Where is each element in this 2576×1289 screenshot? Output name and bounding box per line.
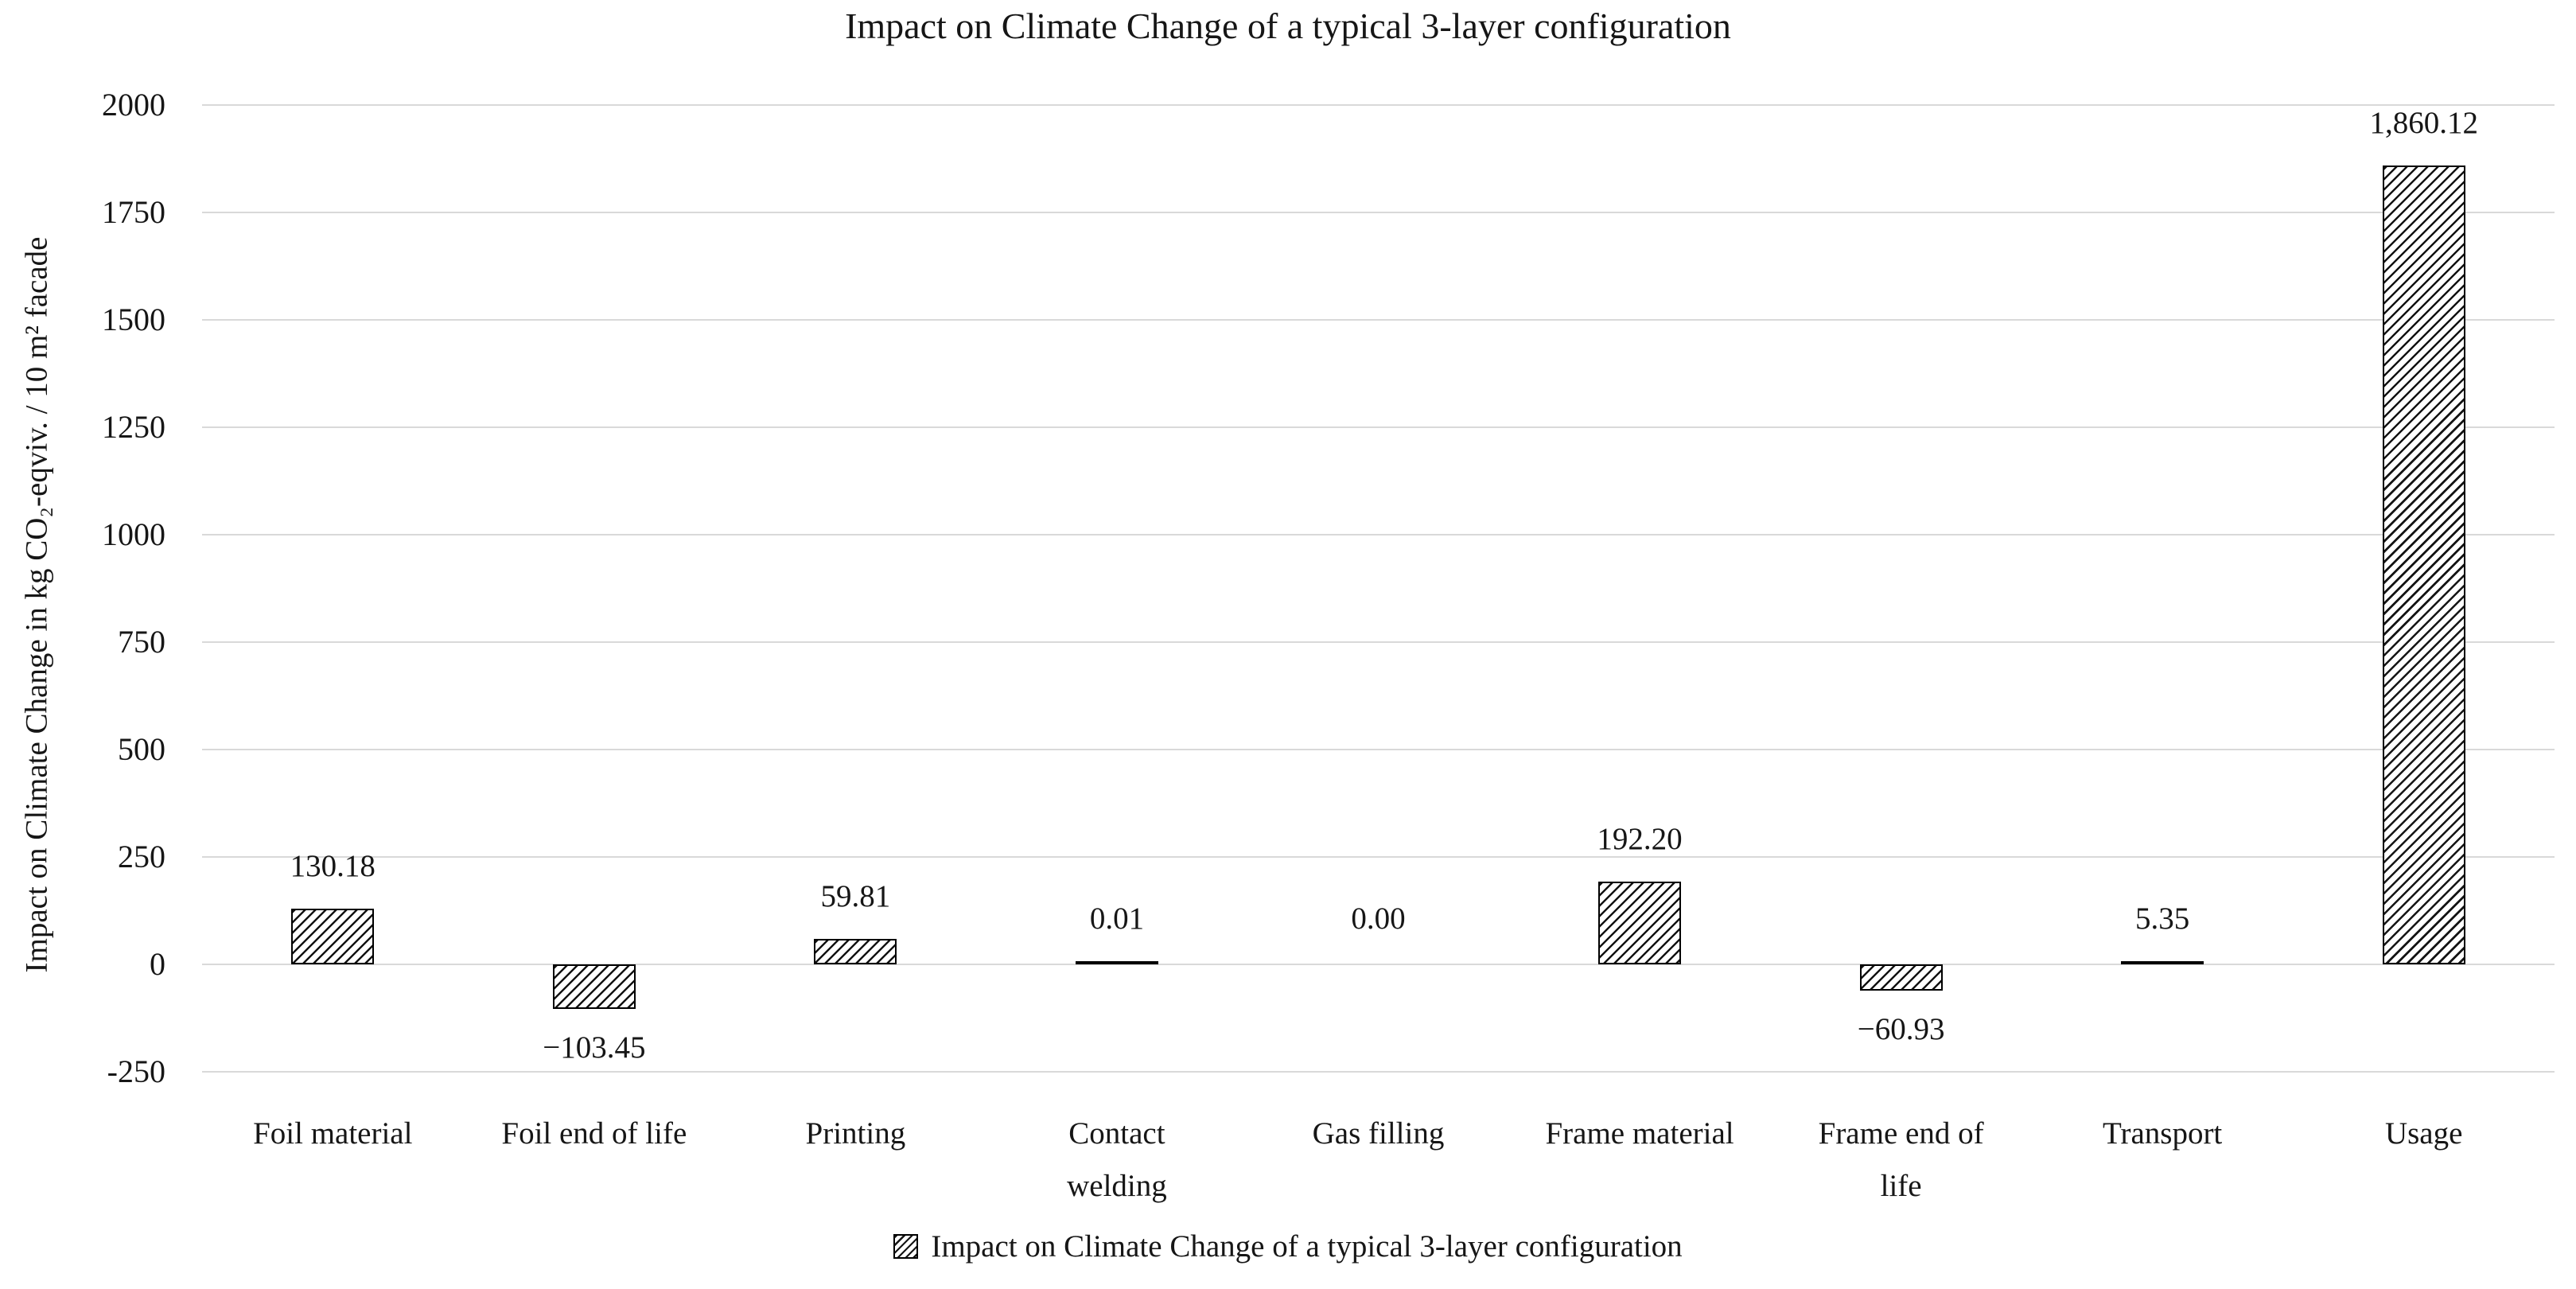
value-label-frame-end-of-life: −60.93 [1857, 1012, 1945, 1046]
y-tick-label: 750 [118, 624, 165, 660]
y-tick-label: 1750 [102, 194, 165, 230]
gridline [202, 104, 2555, 106]
y-tick-label: 500 [118, 731, 165, 767]
category-label-frame-material: Frame material [1545, 1116, 1734, 1151]
legend-label: Impact on Climate Change of a typical 3-… [931, 1229, 1683, 1264]
gridline [202, 534, 2555, 535]
gridline [202, 1071, 2555, 1073]
value-label-printing: 59.81 [820, 879, 891, 913]
category-label-foil-end-of-life: Foil end of life [501, 1116, 687, 1151]
gridline [202, 856, 2555, 858]
y-tick-label: 2000 [102, 87, 165, 123]
value-label-foil-end-of-life: −103.45 [543, 1030, 646, 1065]
y-tick-label: 1250 [102, 409, 165, 445]
chart-title: Impact on Climate Change of a typical 3-… [845, 6, 1731, 46]
category-label-contact-welding: Contact welding [1067, 1116, 1167, 1203]
y-tick-label: 1000 [102, 516, 165, 552]
legend: Impact on Climate Change of a typical 3-… [0, 1229, 2576, 1264]
bar-usage [2382, 166, 2465, 964]
gridline [202, 319, 2555, 321]
bar-frame-end-of-life [1859, 964, 1943, 991]
gridline [202, 641, 2555, 643]
y-tick-label: -250 [107, 1053, 165, 1089]
y-tick-label: 1500 [102, 302, 165, 337]
category-label-usage: Usage [2384, 1116, 2463, 1151]
gridline [202, 212, 2555, 213]
bar-contact-welding [1075, 961, 1158, 964]
category-label-printing: Printing [805, 1116, 906, 1151]
value-label-contact-welding: 0.01 [1089, 902, 1145, 936]
category-label-frame-end-of-life: Frame end of life [1818, 1116, 1984, 1203]
value-label-frame-material: 192.20 [1597, 822, 1683, 856]
diagonal-hatch-swatch-icon [893, 1234, 919, 1259]
category-label-foil-material: Foil material [253, 1116, 413, 1151]
bar-transport [2121, 961, 2204, 964]
y-tick-label: 0 [150, 946, 165, 982]
value-label-gas-filling: 0.00 [1351, 902, 1406, 936]
gridline [202, 964, 2555, 965]
y-tick-label: 250 [118, 839, 165, 874]
value-label-transport: 5.35 [2135, 902, 2190, 936]
value-label-foil-material: 130.18 [290, 849, 376, 883]
category-label-transport: Transport [2103, 1116, 2223, 1151]
bar-foil-material [291, 909, 375, 964]
category-label-gas-filling: Gas filling [1312, 1116, 1445, 1151]
gridline [202, 749, 2555, 750]
bar-frame-material [1598, 882, 1682, 964]
bar-printing [814, 939, 897, 964]
value-label-usage: 1,860.12 [2369, 106, 2478, 140]
gridline [202, 426, 2555, 428]
bar-foil-end-of-life [552, 964, 636, 1009]
